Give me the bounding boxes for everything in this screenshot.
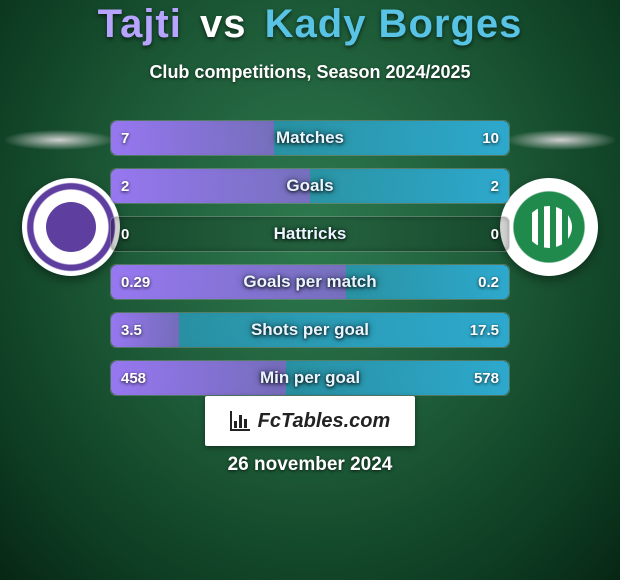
player2-shadow [506,130,616,150]
player2-club-crest [500,178,598,276]
stat-bar: 22Goals [110,168,510,204]
stat-label: Goals per match [111,265,509,299]
stat-bar: 710Matches [110,120,510,156]
player2-name: Kady Borges [265,2,523,46]
stat-label: Goals [111,169,509,203]
stat-bar: 3.517.5Shots per goal [110,312,510,348]
player1-name: Tajti [98,2,182,46]
stat-label: Shots per goal [111,313,509,347]
player1-club-crest [22,178,120,276]
subtitle: Club competitions, Season 2024/2025 [0,62,620,83]
title: Tajti vs Kady Borges [0,2,620,47]
stat-bar: 458578Min per goal [110,360,510,396]
comparison-card: Tajti vs Kady Borges Club competitions, … [0,0,620,580]
date-text: 26 november 2024 [0,454,620,476]
stat-label: Matches [111,121,509,155]
vs-text: vs [200,2,247,46]
stat-bars: 710Matches 22Goals 00Hattricks 0.290.2Goals… [110,120,510,408]
stat-label: Hattricks [111,217,509,251]
chart-icon [230,411,252,431]
brand-badge: FcTables.com [205,396,415,446]
stat-label: Min per goal [111,361,509,395]
stat-bar: 0.290.2Goals per match [110,264,510,300]
brand-text: FcTables.com [258,410,391,433]
player1-shadow [4,130,114,150]
stat-bar: 00Hattricks [110,216,510,252]
